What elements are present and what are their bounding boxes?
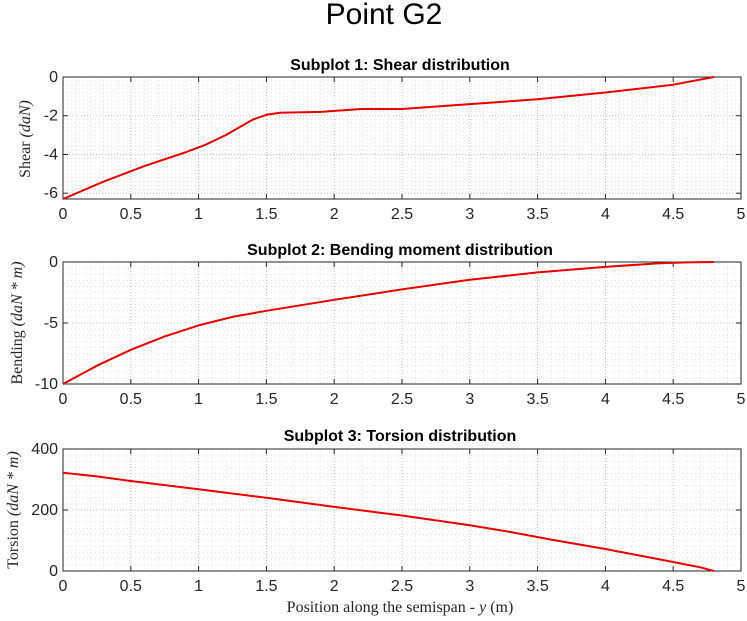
- subplot-title: Subplot 2: Bending moment distribution: [247, 242, 553, 259]
- x-tick-label: 0: [59, 206, 68, 223]
- x-tick-label: 0: [59, 578, 68, 595]
- figure-title: Point G2: [326, 0, 443, 31]
- x-tick-label: 1.5: [255, 578, 277, 595]
- x-tick-label: 0.5: [120, 391, 142, 408]
- x-tick-label: 2: [330, 578, 339, 595]
- x-tick-label: 4.5: [662, 391, 684, 408]
- x-tick-label: 3: [465, 391, 474, 408]
- y-tick-label: -4: [44, 146, 58, 163]
- x-tick-label: 1.5: [255, 206, 277, 223]
- x-tick-label: 2: [330, 391, 339, 408]
- x-tick-label: 1: [194, 578, 203, 595]
- series-line: [62, 76, 715, 200]
- subplot-title: Subplot 3: Torsion distribution: [284, 428, 517, 445]
- x-tick-label: 5: [737, 206, 746, 223]
- series-line: [62, 471, 715, 572]
- plot-area: 0 0.5 1 1.5 2 2.5 3 3.5 4 4.5 5 0 200 400: [31, 441, 745, 595]
- x-tick-label: 2.5: [391, 206, 413, 223]
- x-tick-label: 4.5: [662, 206, 684, 223]
- x-tick-label: 0.5: [120, 206, 142, 223]
- subplot-shear: Subplot 1: Shear distribution 0 0.5 1 1.5 2 2…: [17, 57, 746, 223]
- y-tick-label: 400: [31, 441, 58, 458]
- y-axis-label: Shear (daN): [17, 100, 34, 178]
- subplot-title: Subplot 1: Shear distribution: [290, 57, 510, 74]
- y-tick-label: -6: [44, 185, 58, 202]
- plot-area: 0 0.5 1 1.5 2 2.5 3 3.5 4 4.5 5 0 -2 -4 -6: [44, 69, 746, 223]
- y-tick-label: 0: [49, 563, 58, 580]
- subplot-torsion: Subplot 3: Torsion distribution 0 0.5 1 1.5…: [5, 428, 746, 595]
- x-tick-label: 1: [194, 391, 203, 408]
- x-tick-label: 1.5: [255, 391, 277, 408]
- x-tick-label: 3: [465, 578, 474, 595]
- y-tick-label: 200: [31, 502, 58, 519]
- y-tick-label: -2: [44, 108, 58, 125]
- x-tick-label: 2.5: [391, 578, 413, 595]
- x-tick-label: 2.5: [391, 391, 413, 408]
- x-tick-label: 0: [59, 391, 68, 408]
- y-axis-label: Torsion (daN * m): [5, 451, 22, 569]
- x-tick-label: 0.5: [120, 578, 142, 595]
- x-tick-label: 4: [601, 391, 610, 408]
- plot-area: 0 0.5 1 1.5 2 2.5 3 3.5 4 4.5 5 0 -5 -10: [35, 254, 746, 408]
- x-tick-label: 4: [601, 206, 610, 223]
- x-tick-label: 1: [194, 206, 203, 223]
- x-tick-label: 3.5: [526, 578, 548, 595]
- x-tick-label: 5: [737, 578, 746, 595]
- y-tick-label: -10: [35, 376, 58, 393]
- y-tick-label: 0: [49, 254, 58, 271]
- y-tick-label: 0: [49, 69, 58, 86]
- x-tick-label: 4.5: [662, 578, 684, 595]
- x-axis-label: Position along the semispan - y (m): [287, 599, 514, 616]
- x-tick-label: 3.5: [526, 391, 548, 408]
- x-tick-label: 3: [465, 206, 474, 223]
- x-tick-label: 2: [330, 206, 339, 223]
- series-line: [62, 261, 714, 385]
- y-axis-label: Bending (daN * m): [9, 261, 26, 384]
- x-tick-label: 5: [737, 391, 746, 408]
- x-tick-label: 4: [601, 578, 610, 595]
- x-tick-label: 3.5: [526, 206, 548, 223]
- y-tick-label: -5: [44, 315, 58, 332]
- subplot-bending: Subplot 2: Bending moment distribution 0…: [9, 242, 746, 408]
